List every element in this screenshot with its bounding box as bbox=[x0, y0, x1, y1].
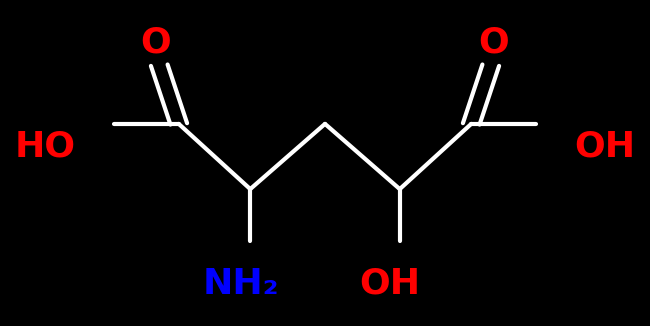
Text: OH: OH bbox=[574, 130, 635, 164]
Text: O: O bbox=[140, 25, 172, 59]
Text: OH: OH bbox=[359, 267, 421, 301]
Text: HO: HO bbox=[15, 130, 76, 164]
Text: O: O bbox=[478, 25, 510, 59]
Text: NH₂: NH₂ bbox=[202, 267, 279, 301]
